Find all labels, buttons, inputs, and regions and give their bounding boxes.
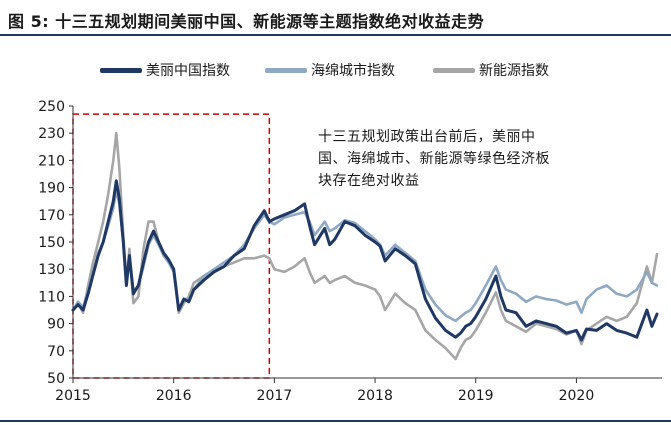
figure-bottom-rule xyxy=(0,420,671,422)
legend-item-haimian: 海绵城市指数 xyxy=(265,60,395,80)
y-tick-label: 190 xyxy=(38,181,65,197)
y-tick-label: 130 xyxy=(38,262,65,278)
legend-swatch-haimian xyxy=(265,67,307,73)
y-tick-label: 150 xyxy=(38,235,65,251)
x-tick-label: 2019 xyxy=(458,388,494,404)
figure-title: 图 5: 十三五规划期间美丽中国、新能源等主题指数绝对收益走势 xyxy=(8,12,485,31)
legend-label-meili: 美丽中国指数 xyxy=(146,63,230,79)
x-tick-label: 2017 xyxy=(257,388,293,404)
legend-label-haimian: 海绵城市指数 xyxy=(311,63,395,79)
x-tick-label: 2015 xyxy=(55,388,91,404)
figure-header: 图 5: 十三五规划期间美丽中国、新能源等主题指数绝对收益走势 xyxy=(0,0,671,36)
y-tick-label: 210 xyxy=(38,153,65,169)
y-tick-label: 110 xyxy=(38,289,65,305)
y-tick-label: 250 xyxy=(38,99,65,115)
series-line-0 xyxy=(71,179,659,342)
y-tick-label: 50 xyxy=(47,371,65,387)
x-tick-label: 2018 xyxy=(357,388,393,404)
legend-item-meili: 美丽中国指数 xyxy=(100,60,230,80)
legend-swatch-xinnengyuan xyxy=(433,67,475,73)
y-tick-label: 90 xyxy=(47,317,65,333)
x-tick-label: 2016 xyxy=(156,388,192,404)
x-tick-label: 2020 xyxy=(559,388,595,404)
y-tick-label: 70 xyxy=(47,344,65,360)
series-line-1 xyxy=(71,189,659,323)
y-tick-label: 230 xyxy=(38,126,65,142)
legend-swatch-meili xyxy=(100,67,142,73)
y-tick-label: 170 xyxy=(38,208,65,224)
chart-annotation: 十三五规划政策出台前后，美丽中国、海绵城市、新能源等绿色经济板块存在绝对收益 xyxy=(318,129,550,189)
legend-label-xinnengyuan: 新能源指数 xyxy=(479,63,549,79)
legend-item-xinnengyuan: 新能源指数 xyxy=(433,60,549,80)
